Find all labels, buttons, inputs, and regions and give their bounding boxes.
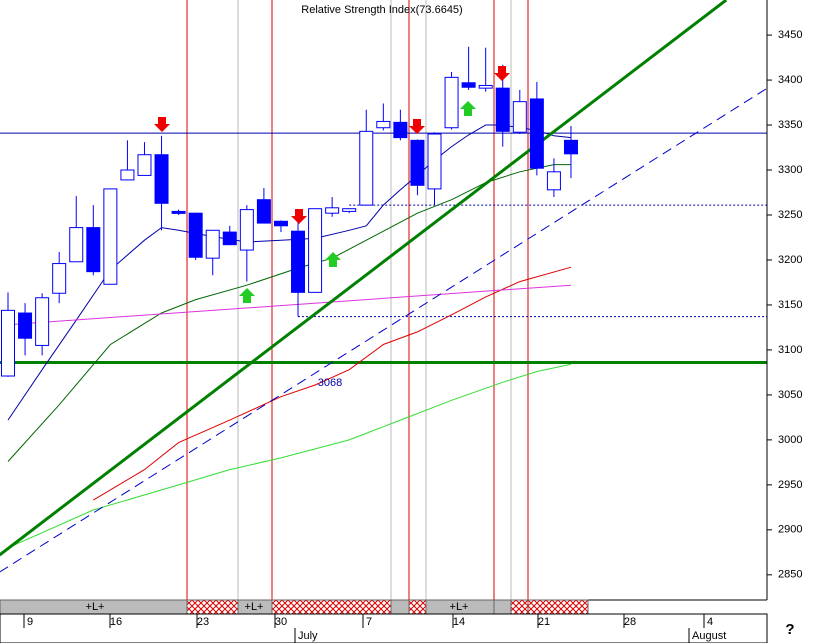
x-tick-label: 23 — [197, 616, 209, 628]
strip-label: +L+ — [245, 601, 264, 613]
candle-body — [444, 76, 459, 129]
candle-body — [563, 139, 578, 155]
ma-line — [7, 363, 572, 549]
candle-body — [18, 312, 33, 339]
y-tick-label: 3200 — [778, 254, 802, 266]
candle-body — [291, 230, 306, 293]
candle-body — [171, 210, 186, 214]
candle-body — [103, 188, 118, 285]
strip-label: +L+ — [86, 601, 105, 613]
candle-body — [529, 98, 544, 169]
y-tick-label: 3150 — [778, 299, 802, 311]
x-tick-label: 14 — [453, 616, 465, 628]
candle-body — [188, 212, 203, 258]
candle-body — [342, 208, 357, 212]
x-tick-label: 4 — [707, 616, 713, 628]
ma-line — [7, 164, 571, 462]
strip — [0, 599, 589, 615]
candle-body — [393, 121, 408, 139]
y-tick-label: 3100 — [778, 344, 802, 356]
candle-body — [273, 220, 288, 227]
y-tick-label: 3300 — [778, 164, 802, 176]
x-tick-label: 9 — [27, 616, 33, 628]
candle-body — [546, 171, 561, 191]
y-tick-label: 3250 — [778, 209, 802, 221]
candle-body — [512, 101, 527, 133]
y-tick-label: 2950 — [778, 479, 802, 491]
month-label: July — [298, 630, 318, 642]
candle-body — [154, 154, 169, 204]
candle-body — [325, 207, 340, 214]
candle-body — [461, 82, 476, 88]
trend-line — [0, 87, 767, 573]
x-tick-label: 28 — [624, 616, 636, 628]
candle-body — [86, 227, 101, 273]
candle-body — [495, 87, 510, 132]
candle-body — [1, 309, 15, 377]
candle-body — [376, 120, 391, 129]
candle-body — [69, 227, 84, 263]
annotation: 3068 — [318, 377, 342, 389]
x-tick-label: 30 — [275, 616, 287, 628]
x-tick-label: 16 — [110, 616, 122, 628]
candle-body — [308, 208, 323, 293]
arrows — [154, 66, 510, 303]
chart-title: Relative Strength Index(73.6645) — [301, 4, 462, 16]
candle-body — [427, 133, 442, 190]
event-lines — [186, 0, 529, 600]
strip-label: +L+ — [450, 601, 469, 613]
candle-body — [52, 263, 67, 294]
date-axis — [0, 613, 768, 643]
candle-body — [478, 84, 493, 89]
candle-body — [137, 154, 152, 176]
month-label: August — [692, 630, 726, 642]
y-tick-label: 3450 — [778, 29, 802, 41]
y-tick-label: 2850 — [778, 569, 802, 581]
y-tick-label: 3050 — [778, 389, 802, 401]
candle-body — [205, 229, 220, 259]
candle-body — [120, 169, 135, 181]
y-tick-label: 3400 — [778, 74, 802, 86]
x-tick-label: 21 — [538, 616, 550, 628]
candle-body — [222, 231, 237, 246]
candle-body — [359, 130, 374, 206]
candle-body — [239, 209, 254, 251]
candle-body — [35, 297, 50, 346]
ma-line — [93, 266, 572, 501]
candle-body — [256, 199, 271, 224]
x-tick-label: 7 — [366, 616, 372, 628]
y-tick-label: 2900 — [778, 524, 802, 536]
candle-body — [410, 139, 425, 186]
trend-line — [0, 0, 728, 557]
ma-line — [7, 284, 572, 326]
help[interactable]: ? — [785, 621, 794, 638]
y-tick-label: 3350 — [778, 119, 802, 131]
y-tick-label: 3000 — [778, 434, 802, 446]
